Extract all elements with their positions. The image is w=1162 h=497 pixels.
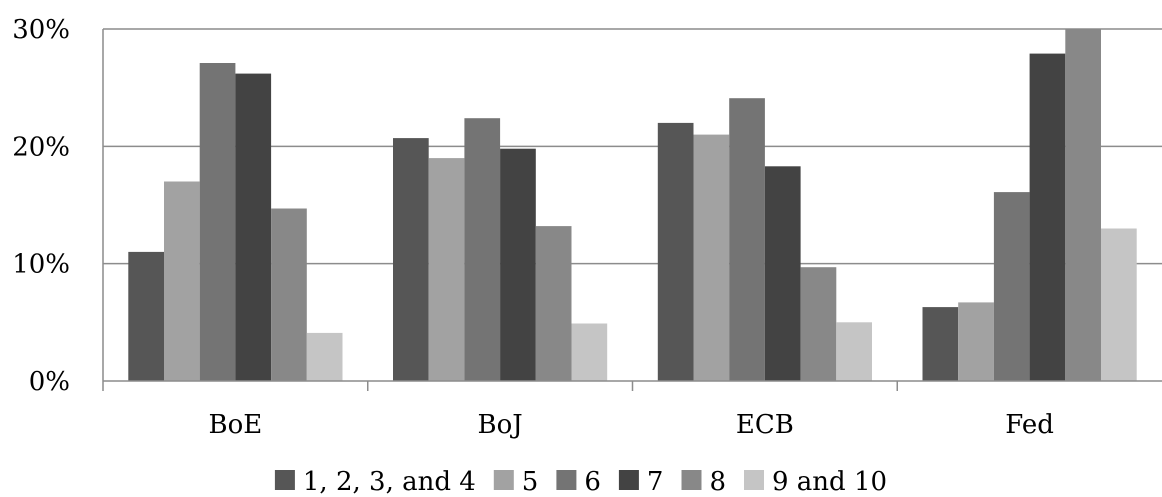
y-tick-label: 30% <box>12 15 70 45</box>
y-tick-label: 0% <box>29 367 70 397</box>
legend: 1, 2, 3, and 4 5 6 7 8 9 and 10 <box>274 467 887 497</box>
bar <box>128 251 164 381</box>
legend-label: 9 and 10 <box>772 467 887 497</box>
x-tick-label: Fed <box>1005 410 1054 440</box>
y-tick-label: 20% <box>12 132 70 162</box>
legend-label: 7 <box>647 467 664 497</box>
legend-swatch <box>493 470 514 490</box>
bar <box>306 332 343 381</box>
legend-swatch <box>618 470 639 490</box>
bar <box>1101 228 1137 381</box>
y-tick-labels: 0% 10% 20% 30% <box>12 15 70 397</box>
bar <box>1065 29 1101 381</box>
bar <box>764 166 801 381</box>
x-tick-labels: BoE BoJ ECB Fed <box>209 410 1054 440</box>
bar <box>393 138 429 381</box>
bar <box>922 307 959 381</box>
bar <box>693 134 730 381</box>
bar <box>535 226 572 381</box>
bar <box>836 322 872 381</box>
axes <box>102 29 1162 391</box>
bar <box>958 302 994 381</box>
bar <box>993 192 1030 381</box>
bar <box>800 267 837 381</box>
legend-label: 1, 2, 3, and 4 <box>303 467 476 497</box>
x-tick-label: BoE <box>209 410 263 440</box>
x-tick-label: ECB <box>736 410 794 440</box>
bar <box>199 63 236 381</box>
legend-label: 5 <box>522 467 539 497</box>
bar <box>428 158 465 381</box>
bar <box>464 118 501 381</box>
bars <box>128 29 1137 382</box>
x-tick-label: BoJ <box>478 410 523 440</box>
bar <box>271 208 307 381</box>
bar <box>164 181 200 381</box>
bar <box>571 323 608 381</box>
legend-label: 6 <box>584 467 601 497</box>
y-tick-label: 10% <box>12 250 70 280</box>
bar <box>729 98 765 381</box>
bar <box>657 122 694 382</box>
bar <box>500 148 536 381</box>
legend-swatch <box>274 470 295 490</box>
legend-label: 8 <box>710 467 727 497</box>
legend-swatch <box>681 470 702 490</box>
legend-swatch <box>556 470 577 490</box>
legend-swatch <box>744 470 764 490</box>
bar <box>1029 53 1066 381</box>
bar <box>235 73 272 381</box>
